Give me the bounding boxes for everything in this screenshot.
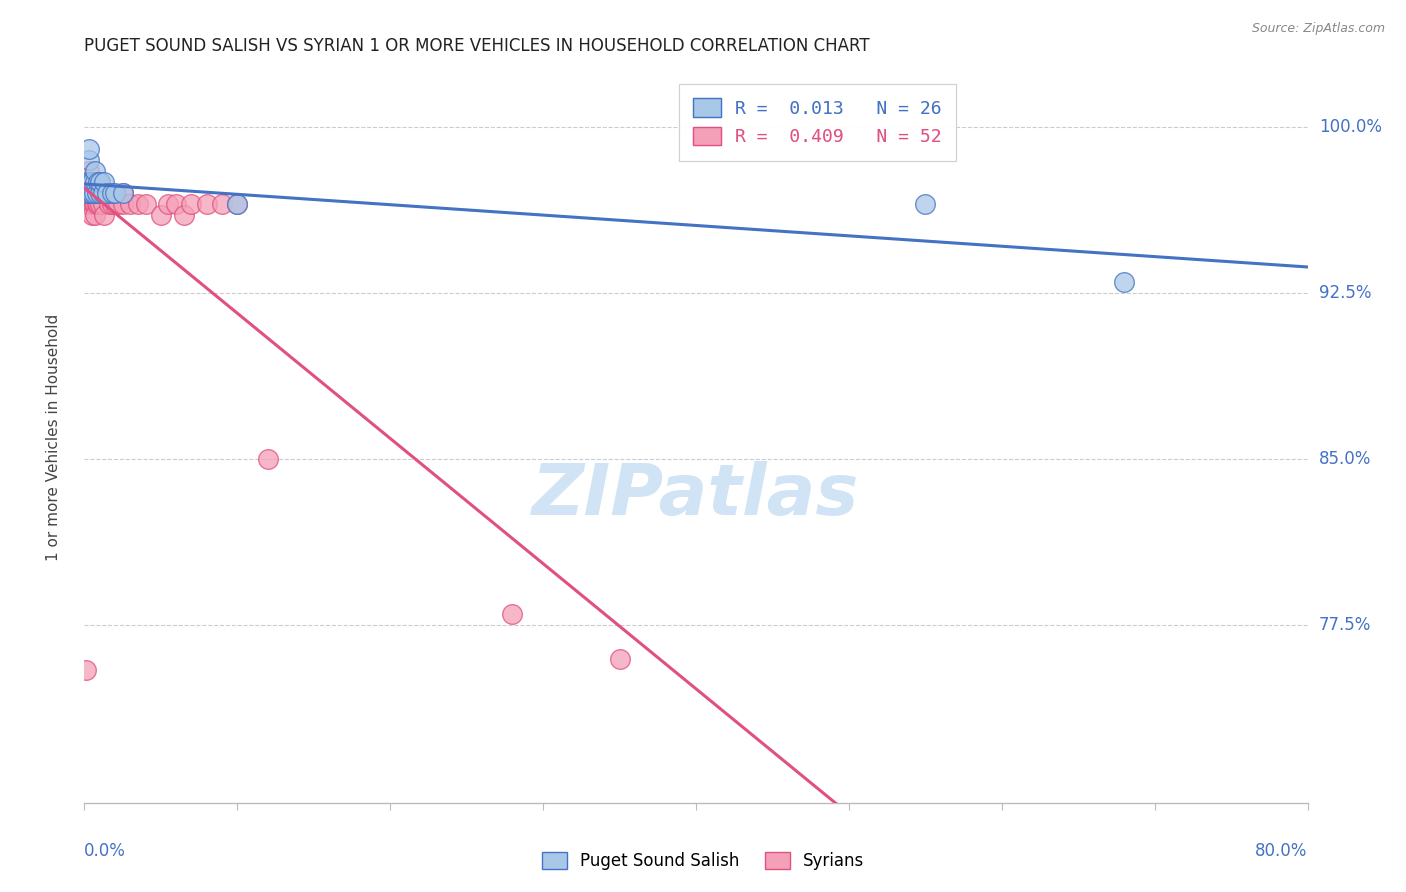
Point — [96, 186, 118, 201]
Point — [89, 175, 111, 189]
Point — [149, 209, 172, 223]
Point — [79, 186, 101, 201]
Text: 77.5%: 77.5% — [1319, 616, 1371, 634]
Point — [77, 186, 100, 201]
Point — [77, 164, 100, 178]
Point — [211, 197, 233, 211]
Point — [111, 186, 134, 201]
Point — [80, 197, 103, 211]
Point — [84, 175, 107, 189]
Point — [76, 197, 98, 211]
Point — [226, 197, 249, 211]
Point — [173, 209, 195, 223]
Point — [76, 175, 98, 189]
Text: 92.5%: 92.5% — [1319, 284, 1371, 302]
Text: 0.0%: 0.0% — [84, 842, 127, 860]
Text: Source: ZipAtlas.com: Source: ZipAtlas.com — [1251, 22, 1385, 36]
Text: 80.0%: 80.0% — [1256, 842, 1308, 860]
Point — [111, 186, 134, 201]
Point — [96, 186, 118, 201]
Point — [75, 663, 97, 677]
Legend: R =  0.013   N = 26, R =  0.409   N = 52: R = 0.013 N = 26, R = 0.409 N = 52 — [679, 84, 956, 161]
Point — [77, 197, 100, 211]
Point — [89, 197, 111, 211]
Point — [135, 197, 157, 211]
Point — [84, 197, 107, 211]
Point — [86, 186, 108, 201]
Point — [79, 197, 101, 211]
Point — [87, 197, 110, 211]
Point — [77, 153, 100, 167]
Point — [609, 651, 631, 665]
Point — [80, 209, 103, 223]
Point — [1114, 275, 1136, 289]
Point — [914, 197, 936, 211]
Text: ZIPatlas: ZIPatlas — [533, 461, 859, 530]
Point — [180, 197, 202, 211]
Point — [165, 197, 187, 211]
Point — [127, 197, 149, 211]
Point — [87, 186, 110, 201]
Point — [226, 197, 249, 211]
Point — [101, 186, 124, 201]
Text: 85.0%: 85.0% — [1319, 450, 1371, 468]
Point — [76, 186, 98, 201]
Point — [91, 186, 114, 201]
Point — [75, 186, 97, 201]
Point — [502, 607, 524, 622]
Point — [87, 175, 110, 189]
Point — [93, 175, 115, 189]
Point — [257, 452, 280, 467]
Point — [83, 175, 105, 189]
Point — [107, 197, 129, 211]
Point — [80, 175, 103, 189]
Point — [75, 186, 97, 201]
Point — [104, 197, 127, 211]
Point — [83, 186, 105, 201]
Point — [79, 186, 101, 201]
Point — [80, 186, 103, 201]
Point — [111, 197, 134, 211]
Point — [101, 197, 124, 211]
Point — [77, 175, 100, 189]
Point — [83, 197, 105, 211]
Point — [79, 175, 101, 189]
Point — [84, 175, 107, 189]
Text: PUGET SOUND SALISH VS SYRIAN 1 OR MORE VEHICLES IN HOUSEHOLD CORRELATION CHART: PUGET SOUND SALISH VS SYRIAN 1 OR MORE V… — [84, 37, 870, 54]
Point — [93, 209, 115, 223]
Point — [120, 197, 142, 211]
Y-axis label: 1 or more Vehicles in Household: 1 or more Vehicles in Household — [46, 313, 60, 561]
Point — [157, 197, 180, 211]
Point — [80, 175, 103, 189]
Point — [91, 197, 114, 211]
Point — [104, 186, 127, 201]
Point — [195, 197, 218, 211]
Point — [80, 186, 103, 201]
Point — [89, 186, 111, 201]
Point — [79, 175, 101, 189]
Point — [84, 209, 107, 223]
Point — [83, 186, 105, 201]
Point — [86, 197, 108, 211]
Point — [84, 164, 107, 178]
Text: 100.0%: 100.0% — [1319, 118, 1382, 136]
Point — [86, 186, 108, 201]
Point — [84, 186, 107, 201]
Point — [77, 142, 100, 156]
Point — [89, 175, 111, 189]
Point — [89, 186, 111, 201]
Legend: Puget Sound Salish, Syrians: Puget Sound Salish, Syrians — [536, 845, 870, 877]
Point — [97, 197, 120, 211]
